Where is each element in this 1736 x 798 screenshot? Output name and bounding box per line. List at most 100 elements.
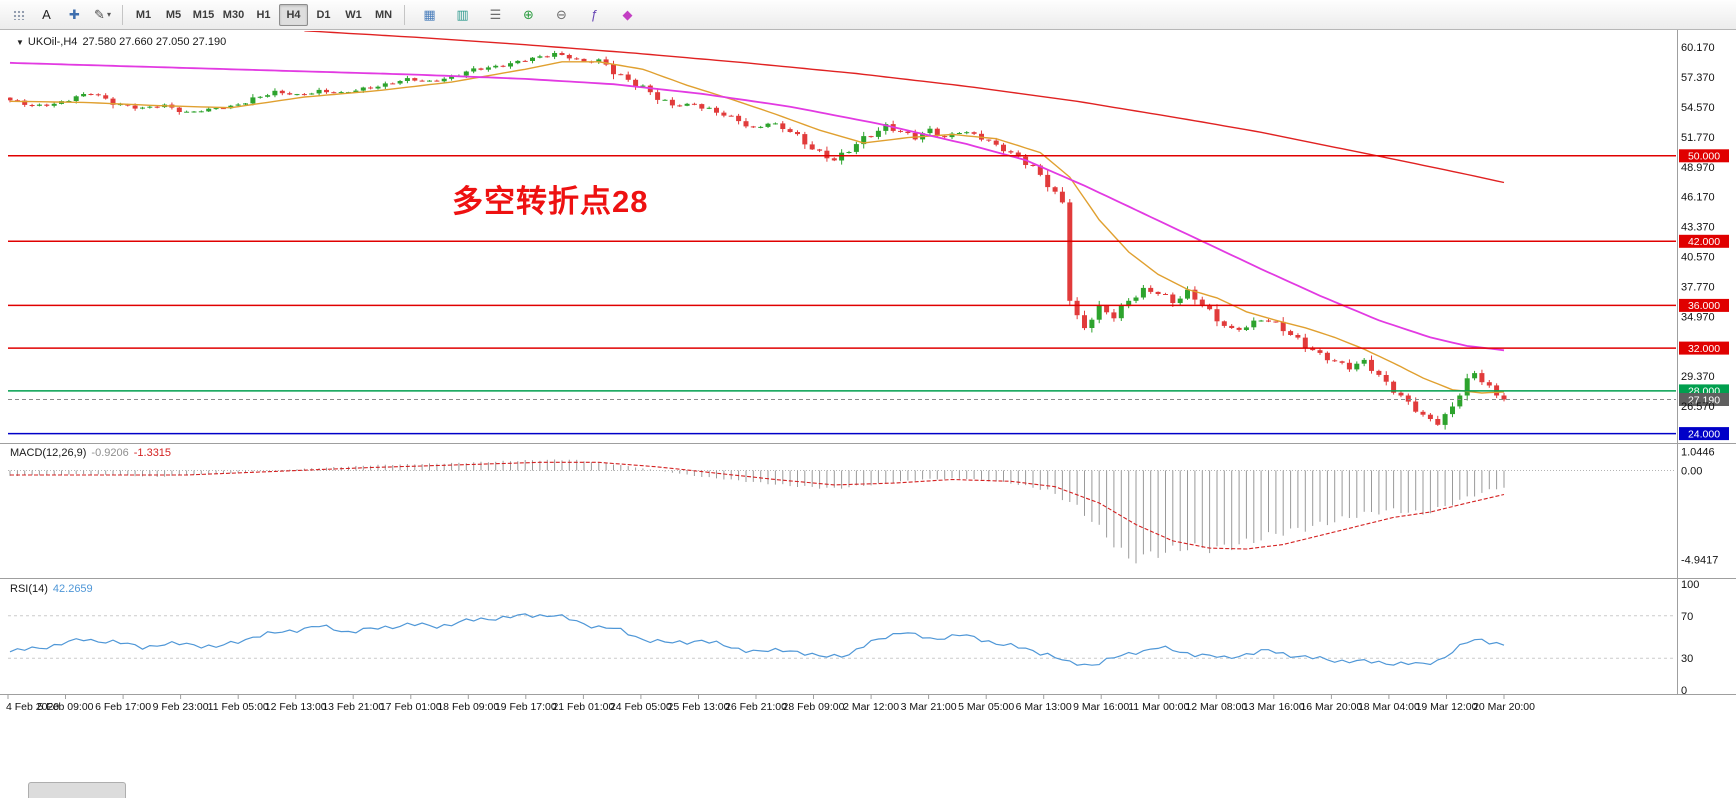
price-axis-label: 37.770 <box>1681 282 1715 294</box>
time-axis-label: 25 Feb 13:00 <box>668 701 730 713</box>
time-axis-label: 28 Feb 09:00 <box>783 701 845 713</box>
macd-panel <box>8 459 1676 564</box>
time-axis-label: 11 Feb 05:00 <box>208 701 269 713</box>
drag-handle-icon-glyph <box>12 9 25 20</box>
time-axis-label: 4 Feb 2020 <box>6 701 59 713</box>
price-axis-label: 26.570 <box>1681 401 1715 413</box>
indicators-icon[interactable]: ƒ <box>590 7 599 22</box>
macd-main-value: -0.9206 <box>91 447 129 459</box>
price-axis-label: 48.970 <box>1681 162 1715 174</box>
price-axis[interactable]: 60.170 57.370 54.570 51.770 48.970 46.170 43.3… <box>1681 42 1715 413</box>
annotation-text[interactable]: 多空转折点28 <box>452 184 649 219</box>
time-axis-label: 6 Mar 13:00 <box>1016 701 1072 713</box>
zoom-in-icon[interactable]: ⊕ <box>523 6 534 22</box>
macd-signal-line <box>10 461 1505 550</box>
time-axis-label: 24 Feb 05:00 <box>610 701 672 713</box>
time-axis-label: 12 Mar 08:00 <box>1185 701 1247 713</box>
window-list-icon[interactable]: ☰ <box>489 6 502 22</box>
svg-text:24.000: 24.000 <box>1688 428 1720 440</box>
toolbar-separator <box>404 4 405 25</box>
time-axis-label: 9 Mar 16:00 <box>1073 701 1129 713</box>
time-axis-label: 21 Feb 01:00 <box>552 701 614 713</box>
toolbar: A ✚ ✎ ▾ M1 M5 M15 M30 H1 H4 D1 W1 MN ▦ ▥ ☰ ⊕ ⊖ ƒ ◆ <box>0 0 1736 30</box>
macd-axis-label: 0.00 <box>1681 466 1702 478</box>
timeframe-w1[interactable]: W1 <box>345 8 362 21</box>
rsi-axis-label: 0 <box>1681 685 1687 697</box>
rsi-value: 42.2659 <box>52 583 93 595</box>
price-axis-label: 54.570 <box>1681 102 1715 114</box>
price-axis-label: 46.170 <box>1681 192 1715 204</box>
rsi-axis-label: 70 <box>1681 611 1693 623</box>
macd-axis-label: 1.0446 <box>1681 447 1715 459</box>
templates-icon[interactable]: ◆ <box>622 6 633 22</box>
ma-slow-red-line <box>304 31 1505 184</box>
price-axis-label: 57.370 <box>1681 72 1715 84</box>
macd-axis-label: -4.9417 <box>1681 555 1718 567</box>
timeframe-m1[interactable]: M1 <box>135 8 152 21</box>
timeframe-mn[interactable]: MN <box>374 8 393 21</box>
candles-group <box>8 31 1507 430</box>
time-axis-label: 5 Mar 05:00 <box>958 701 1014 713</box>
ma-fast-orange-line <box>9 61 1505 394</box>
price-axis-label: 29.370 <box>1681 371 1715 383</box>
price-axis-label: 34.970 <box>1681 311 1715 323</box>
time-axis-label: 18 Feb 09:00 <box>437 701 499 713</box>
timeframe-h4[interactable]: H4 <box>279 3 308 26</box>
price-axis-label: 43.370 <box>1681 222 1715 234</box>
symbol-name: UKOil-,H4 <box>27 36 78 48</box>
price-axis-label: 40.570 <box>1681 252 1715 264</box>
time-axis-label: 13 Mar 16:00 <box>1243 701 1305 713</box>
timeframe-m5[interactable]: M5 <box>165 8 182 21</box>
svg-text:32.000: 32.000 <box>1688 343 1720 355</box>
timeframe-h1[interactable]: H1 <box>256 8 271 21</box>
price-badge-50.000: 50.000 <box>1679 149 1729 163</box>
svg-text:50.000: 50.000 <box>1688 151 1720 163</box>
rsi-axis-label: 100 <box>1681 579 1699 591</box>
timeframe-d1[interactable]: D1 <box>316 8 331 21</box>
time-axis-label: 18 Mar 04:00 <box>1358 701 1420 713</box>
time-axis-label: 19 Mar 12:00 <box>1416 701 1478 713</box>
ma-mid-magenta-line <box>9 61 1505 352</box>
text-tool-icon[interactable]: A <box>42 7 51 22</box>
price-badge-36.000: 36.000 <box>1679 298 1729 312</box>
tile-windows-icon[interactable]: ▦ <box>423 6 436 22</box>
price-badge-32.000: 32.000 <box>1679 341 1729 355</box>
rsi-panel <box>8 613 1676 666</box>
price-axis-label: 51.770 <box>1681 132 1715 144</box>
time-axis-label: 2 Mar 12:00 <box>843 701 899 713</box>
macd-signal-value: -1.3315 <box>133 447 172 459</box>
price-axis-label: 60.170 <box>1681 42 1715 54</box>
bottom-left-window-fragment <box>28 782 126 798</box>
time-axis-label: 20 Mar 20:00 <box>1473 701 1535 713</box>
macd-indicator-label: MACD(12,26,9) -0.9206 -1.3315 <box>10 447 171 459</box>
macd-title: MACD(12,26,9) <box>10 447 87 459</box>
draw-tools-icon[interactable]: ✎ ▾ <box>94 6 111 22</box>
time-axis-label: 5 Feb 09:00 <box>37 701 93 713</box>
time-axis-label: 9 Feb 23:00 <box>153 701 209 713</box>
time-axis-label: 11 Mar 00:00 <box>1128 701 1189 713</box>
time-axis-label: 6 Feb 17:00 <box>95 701 151 713</box>
zoom-out-icon[interactable]: ⊖ <box>556 6 567 22</box>
svg-text:36.000: 36.000 <box>1688 300 1720 312</box>
current-price-badge: 27.190 <box>1679 393 1729 406</box>
crosshair-icon[interactable]: ✚ <box>69 6 80 22</box>
symbol-ohlc-values: 27.580 27.660 27.050 27.190 <box>82 36 227 48</box>
timeframe-m30[interactable]: M30 <box>222 8 245 21</box>
price-badge-42.000: 42.000 <box>1679 234 1729 248</box>
rsi-title: RSI(14) <box>10 583 48 595</box>
timeframe-m15[interactable]: M15 <box>192 8 215 21</box>
symbol-ohlc-label: ▼ UKOil-,H4 27.580 27.660 27.050 27.190 <box>16 36 226 48</box>
time-axis-label: 3 Mar 21:00 <box>901 701 957 713</box>
svg-text:27.190: 27.190 <box>1688 394 1720 406</box>
new-chart-icon[interactable]: ▥ <box>456 6 469 22</box>
time-axis-label: 16 Mar 20:00 <box>1300 701 1362 713</box>
drag-handle-icon[interactable] <box>5 3 32 27</box>
time-axis-label: 12 Feb 13:00 <box>265 701 327 713</box>
quick-trade-icon[interactable]: ▼ <box>16 38 24 47</box>
time-axis-label: 17 Feb 01:00 <box>380 701 442 713</box>
rsi-indicator-label: RSI(14) 42.2659 <box>10 583 93 595</box>
time-axis-label: 19 Feb 17:00 <box>495 701 557 713</box>
